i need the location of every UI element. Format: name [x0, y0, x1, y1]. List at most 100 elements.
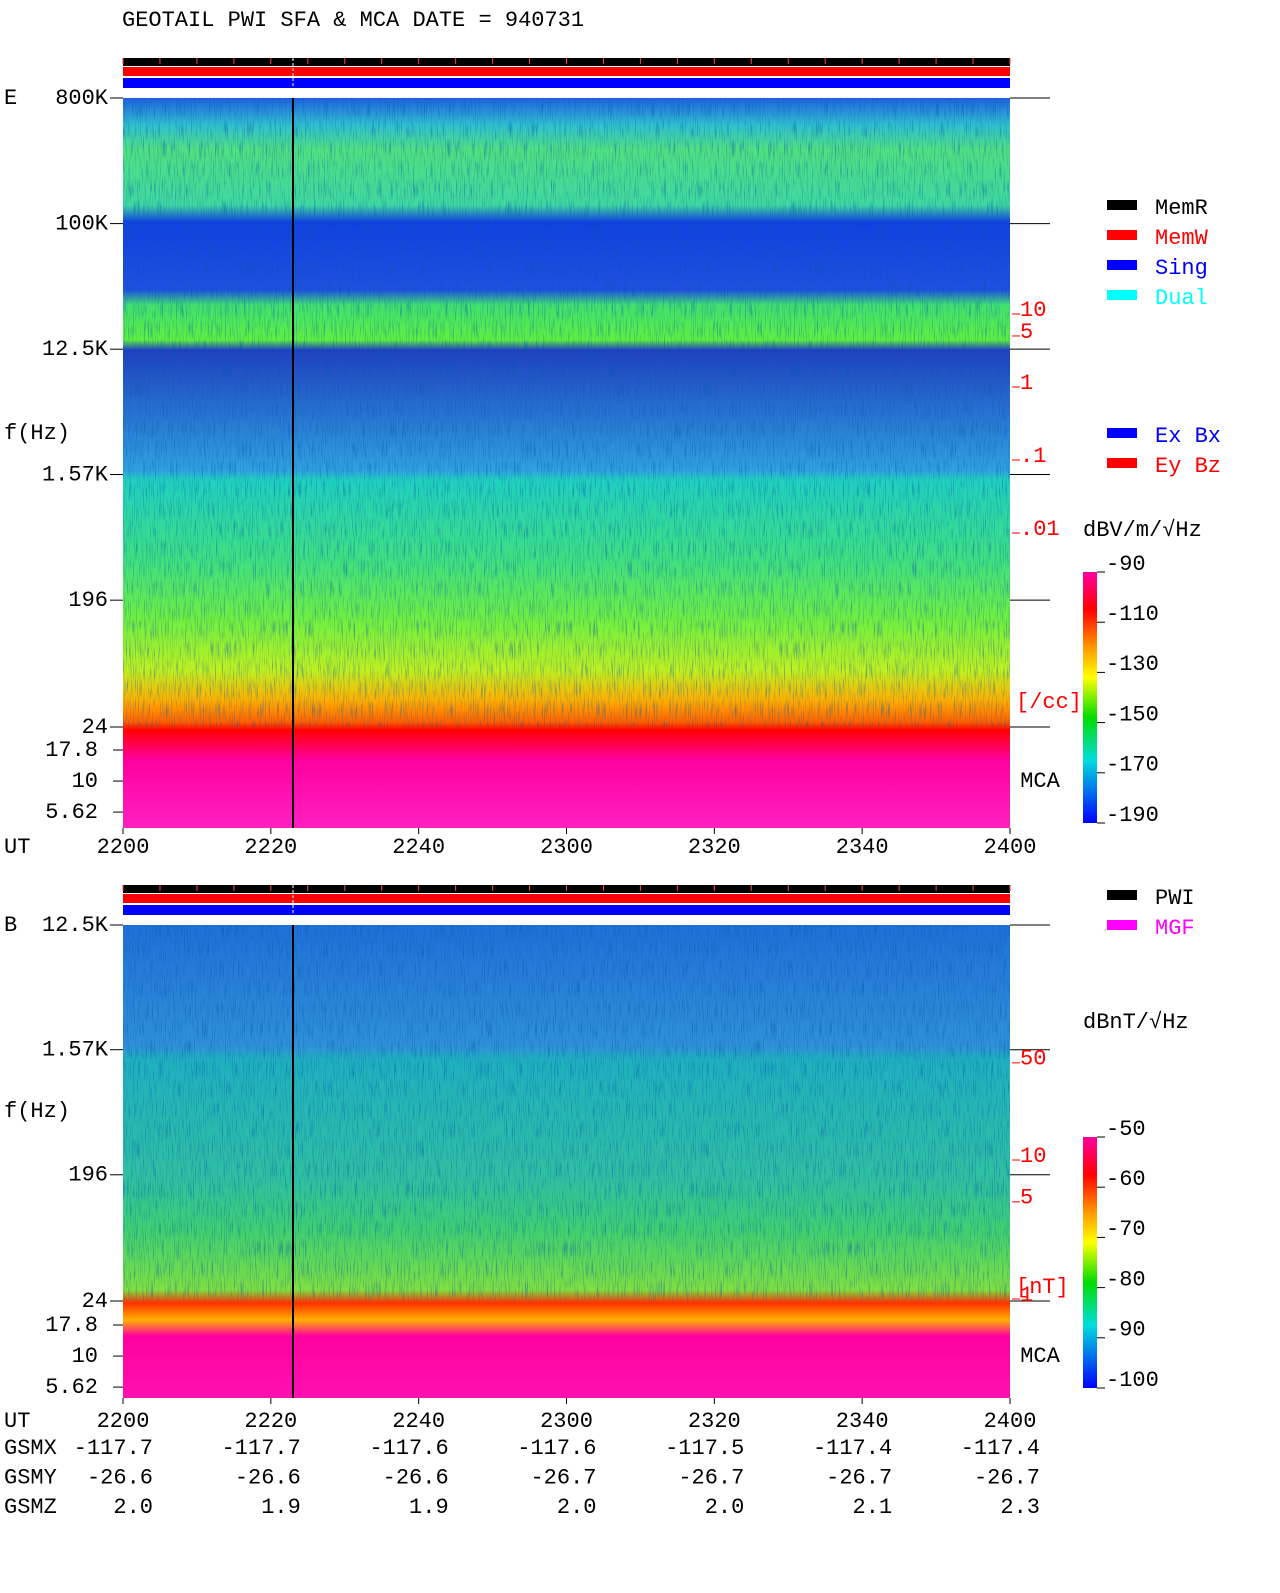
colorbar-tick-label: -90 — [1106, 1318, 1146, 1343]
orbit-value: -26.7 — [974, 1465, 1040, 1490]
legend-label: Sing — [1155, 256, 1208, 281]
colorbar-tick-label: -190 — [1106, 803, 1159, 828]
side-tick-label: 5 — [1020, 1186, 1033, 1211]
side-tick-label: 1 — [1020, 371, 1033, 396]
orbit-value: -26.6 — [87, 1465, 153, 1490]
orbit-value: 2.3 — [1000, 1495, 1040, 1520]
x-tick-label: 2340 — [836, 835, 889, 860]
x-tick-label: 2240 — [392, 1409, 445, 1434]
y-tick-label: 100K — [55, 211, 109, 236]
panel-label: E — [4, 86, 17, 111]
legend-label: MemW — [1155, 226, 1209, 251]
orbit-value: -26.6 — [383, 1465, 449, 1490]
x-tick-label: 2400 — [984, 835, 1037, 860]
y-axis-label: f(Hz) — [4, 1099, 70, 1124]
orbit-value: -117.4 — [813, 1436, 892, 1461]
y-tick-label: 196 — [68, 1163, 108, 1188]
x-tick-label: 2200 — [97, 835, 150, 860]
colorbar-tick-label: -50 — [1106, 1117, 1146, 1142]
mca-tick-label: 5.62 — [45, 800, 98, 825]
legend-label: PWI — [1155, 886, 1195, 911]
orbit-value: -26.7 — [826, 1465, 892, 1490]
legend-swatch — [1107, 260, 1137, 270]
orbit-value: -26.7 — [530, 1465, 596, 1490]
orbit-value: 2.0 — [557, 1495, 597, 1520]
x-tick-label: 2320 — [688, 835, 741, 860]
side-tick-label: 50 — [1020, 1047, 1046, 1072]
orbit-value: -117.7 — [222, 1436, 301, 1461]
orbit-value: -117.7 — [74, 1436, 153, 1461]
mca-label: MCA — [1020, 769, 1060, 794]
orbit-value: 2.0 — [113, 1495, 153, 1520]
side-tick-label: 10 — [1020, 298, 1046, 323]
x-tick-label: 2320 — [688, 1409, 741, 1434]
colorbar-tick-label: -80 — [1106, 1267, 1146, 1292]
colorbar-tick-label: -70 — [1106, 1217, 1146, 1242]
orbit-value: -117.6 — [369, 1436, 448, 1461]
orbit-value: -26.6 — [235, 1465, 301, 1490]
spectrogram-texture — [123, 925, 1010, 1301]
orbit-value: 2.1 — [853, 1495, 893, 1520]
colorbar-tick-label: -90 — [1106, 552, 1146, 577]
orbit-value: -26.7 — [678, 1465, 744, 1490]
colorbar-tick-label: -60 — [1106, 1167, 1146, 1192]
colorbar-tick-label: -150 — [1106, 702, 1159, 727]
colorbar-tick-label: -110 — [1106, 602, 1159, 627]
mca-tick-label: 5.62 — [45, 1375, 98, 1400]
x-tick-label: 2400 — [984, 1409, 1037, 1434]
side-tick-label: 10 — [1020, 1144, 1046, 1169]
orbit-label: GSMZ — [4, 1495, 57, 1520]
y-tick-label: 196 — [68, 588, 108, 613]
orbit-value: 1.9 — [409, 1495, 449, 1520]
y-tick-label: 800K — [55, 86, 109, 111]
side-tick-label: 5 — [1020, 320, 1033, 345]
colorbar-tick-label: -100 — [1106, 1368, 1159, 1393]
orbit-value: 2.0 — [705, 1495, 745, 1520]
x-axis-label: UT — [4, 835, 30, 860]
mca-tick-label: 17.8 — [45, 1313, 98, 1338]
x-tick-label: 2340 — [836, 1409, 889, 1434]
legend-swatch — [1107, 890, 1137, 900]
legend-swatch — [1107, 428, 1137, 438]
side-unit: [nT] — [1016, 1275, 1069, 1300]
side-tick-label: .01 — [1020, 517, 1060, 542]
side-unit: [/cc] — [1016, 690, 1082, 715]
orbit-value: -117.6 — [517, 1436, 596, 1461]
mca-tick-label: 10 — [72, 1344, 98, 1369]
mca-tick-label: 10 — [72, 769, 98, 794]
mca-tick-label: 17.8 — [45, 738, 98, 763]
status-bar — [123, 78, 1010, 88]
y-tick-label: 1.57K — [42, 462, 109, 487]
orbit-label: GSMY — [4, 1465, 57, 1490]
orbit-value: 1.9 — [261, 1495, 301, 1520]
legend-label: Ey Bz — [1155, 454, 1221, 479]
x-tick-label: 2300 — [540, 1409, 593, 1434]
x-tick-label: 2200 — [97, 1409, 150, 1434]
legend-swatch — [1107, 290, 1137, 300]
legend-label: Dual — [1155, 286, 1208, 311]
status-bar — [123, 894, 1010, 903]
colorbar-label: dBV/m/√Hz — [1083, 518, 1202, 543]
y-tick-label: 1.57K — [42, 1038, 109, 1063]
title: GEOTAIL PWI SFA & MCA DATE = 940731 — [122, 8, 584, 33]
side-tick-label: 1 — [1020, 1283, 1033, 1308]
x-tick-label: 2300 — [540, 835, 593, 860]
x-tick-label: 2240 — [392, 835, 445, 860]
colorbar-tick-label: -130 — [1106, 652, 1159, 677]
legend-swatch — [1107, 920, 1137, 930]
orbit-label: GSMX — [4, 1436, 57, 1461]
status-bar — [123, 67, 1010, 76]
legend-label: Ex Bx — [1155, 424, 1221, 449]
legend-label: MGF — [1155, 916, 1195, 941]
x-tick-label: 2220 — [244, 1409, 297, 1434]
status-bar — [123, 905, 1010, 915]
y-tick-label: 12.5K — [42, 913, 109, 938]
spectrogram-texture — [123, 98, 1010, 727]
mca-label: MCA — [1020, 1344, 1060, 1369]
y-tick-label: 12.5K — [42, 337, 109, 362]
legend-swatch — [1107, 230, 1137, 240]
y-tick-label: 24 — [82, 715, 108, 740]
colorbar — [1083, 1137, 1097, 1388]
y-tick-label: 24 — [82, 1289, 108, 1314]
